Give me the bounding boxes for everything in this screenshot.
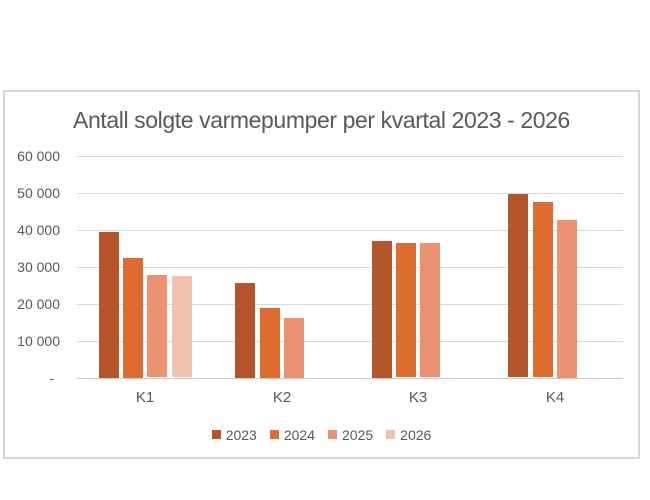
legend-item-2024: 2024 xyxy=(269,426,315,443)
bar-2025-K3 xyxy=(420,243,440,377)
legend-item-2025: 2025 xyxy=(328,427,373,443)
x-axis-category-label: K3 xyxy=(408,389,428,406)
bar-2023-K3 xyxy=(372,241,392,378)
gridline-50000 xyxy=(77,193,623,194)
gridline-60000 xyxy=(77,156,623,157)
legend-swatch-2024 xyxy=(269,430,279,439)
y-axis-tick-label: 50 000 xyxy=(17,185,60,201)
legend-swatch-2025 xyxy=(328,430,337,439)
gridline-30000 xyxy=(77,267,623,268)
legend-swatch-2026 xyxy=(386,430,396,439)
gridline-20000 xyxy=(77,304,623,305)
bar-2026-K1 xyxy=(172,276,192,377)
chart-legend: 2023 2024 2025 2026 xyxy=(3,426,640,443)
bar-2024-K1 xyxy=(123,258,143,378)
bar-2023-K2 xyxy=(235,283,255,378)
bar-2023-K1 xyxy=(99,232,119,378)
y-axis-tick-label: 40 000 xyxy=(17,222,60,238)
x-axis-category-label: K1 xyxy=(135,389,155,406)
legend-item-2026: 2026 xyxy=(386,427,431,443)
legend-swatch-2023 xyxy=(211,430,221,439)
bar-2024-K4 xyxy=(533,202,553,377)
legend-label: 2023 xyxy=(225,426,257,443)
y-axis-tick-label: - xyxy=(49,370,54,386)
x-axis-category-label: K2 xyxy=(272,389,292,406)
legend-label: 2024 xyxy=(283,426,315,443)
bar-2025-K2 xyxy=(284,318,304,378)
x-axis-category-label: K4 xyxy=(545,389,565,406)
y-axis-tick-label: 20 000 xyxy=(17,296,60,312)
gridline-10000 xyxy=(77,341,623,342)
gridline-40000 xyxy=(77,230,623,231)
legend-item-2023: 2023 xyxy=(211,426,257,443)
y-axis-tick-label: 60 000 xyxy=(17,148,60,164)
y-axis-tick-label: 10 000 xyxy=(17,333,60,349)
bar-2025-K1 xyxy=(147,275,167,377)
x-axis-line xyxy=(77,378,623,379)
chart-title: Antall solgte varmepumper per kvartal 20… xyxy=(73,107,570,133)
bar-2024-K2 xyxy=(260,308,280,378)
y-axis-tick-label: 30 000 xyxy=(17,259,60,275)
bar-2024-K3 xyxy=(396,243,416,377)
bar-2023-K4 xyxy=(508,194,528,377)
legend-label: 2026 xyxy=(400,426,432,443)
legend-label: 2025 xyxy=(342,426,374,443)
bar-2025-K4 xyxy=(557,220,577,378)
